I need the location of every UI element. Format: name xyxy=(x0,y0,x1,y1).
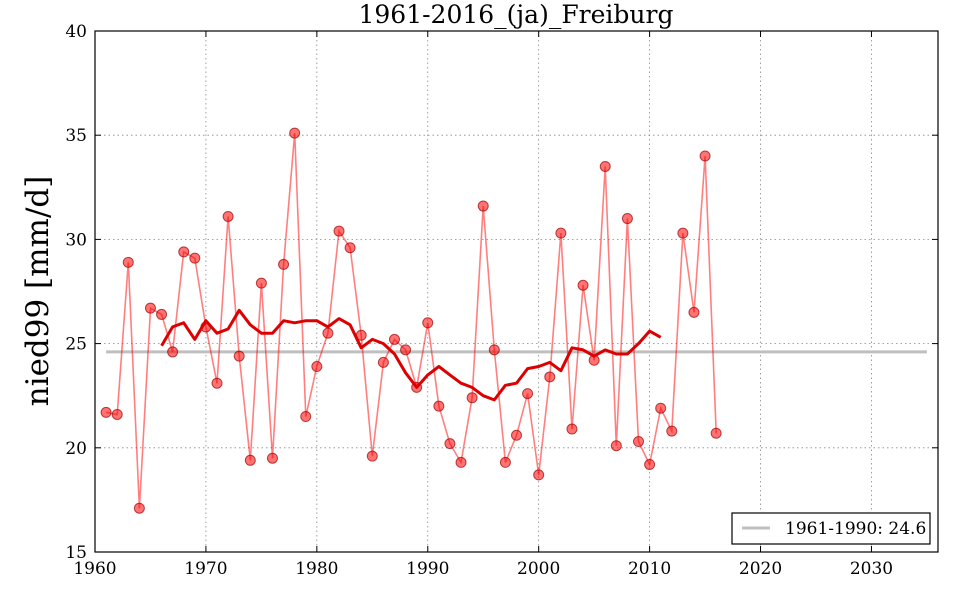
annual-value-point xyxy=(511,429,522,441)
y-tick-label: 40 xyxy=(65,22,87,42)
annual-value-point xyxy=(266,452,278,464)
annual-value-point xyxy=(455,456,467,468)
plot-area-frame xyxy=(94,30,939,553)
annual-value-point xyxy=(433,400,445,412)
annual-value-point xyxy=(621,213,633,225)
chart-title: 1961-2016_(ja)_Freiburg xyxy=(358,0,673,29)
running-mean-line xyxy=(160,308,662,402)
annual-value-point xyxy=(522,388,534,400)
annual-value-point xyxy=(289,127,301,139)
annual-value-point xyxy=(388,333,400,345)
annual-value-point xyxy=(699,150,711,162)
annual-value-point xyxy=(167,346,179,358)
annual-value-point xyxy=(599,160,611,172)
annual-value-point xyxy=(178,246,190,258)
x-tick-label: 2020 xyxy=(739,559,782,579)
annual-value-point xyxy=(677,227,689,239)
annual-value-point xyxy=(100,406,112,418)
annual-value-point xyxy=(278,258,290,270)
annual-value-point xyxy=(300,411,312,423)
annual-value-point xyxy=(533,469,545,481)
x-tick-label: 1990 xyxy=(406,559,449,579)
annual-value-point xyxy=(156,308,168,320)
annual-value-point xyxy=(566,423,578,435)
annual-value-point xyxy=(555,227,567,239)
legend: 1961-1990: 24.6 xyxy=(731,512,931,545)
annual-value-point xyxy=(655,402,667,414)
axis-ticks: 1960 1970 1980 1990 2000 2010 2020 2030 15 20 25 30… xyxy=(65,22,938,579)
annual-value-point xyxy=(222,210,234,222)
annual-value-point xyxy=(477,200,489,212)
annual-value-point xyxy=(499,456,511,468)
annual-value-point xyxy=(610,440,622,452)
x-tick-label: 1960 xyxy=(73,559,116,579)
x-tick-label: 2030 xyxy=(850,559,893,579)
x-tick-label: 1970 xyxy=(184,559,227,579)
annual-value-point xyxy=(366,450,378,462)
x-tick-label: 2010 xyxy=(628,559,671,579)
annual-value-point xyxy=(544,371,556,383)
x-tick-label: 2000 xyxy=(517,559,560,579)
series-layer xyxy=(100,127,927,514)
annual-value-point xyxy=(666,425,678,437)
annual-value-point xyxy=(122,256,134,268)
annual-value-point xyxy=(189,252,201,264)
annual-value-point xyxy=(633,436,645,448)
annual-value-point xyxy=(344,242,356,254)
annual-value-point xyxy=(255,277,267,289)
legend-label: 1961-1990: 24.6 xyxy=(785,519,926,539)
annual-value-point xyxy=(244,454,256,466)
annual-value-point xyxy=(466,392,478,404)
y-tick-label: 20 xyxy=(65,439,87,459)
annual-value-point xyxy=(144,302,156,314)
grid xyxy=(95,31,938,552)
annual-value-point xyxy=(377,356,389,368)
y-tick-label: 25 xyxy=(65,335,87,355)
annual-values-line xyxy=(105,133,717,509)
annual-value-point xyxy=(311,361,323,373)
annual-value-point xyxy=(400,344,412,356)
annual-value-point xyxy=(644,458,656,470)
annual-value-point xyxy=(211,377,223,389)
annual-value-point xyxy=(422,317,434,329)
y-tick-label: 30 xyxy=(65,230,87,250)
annual-value-point xyxy=(111,408,123,420)
annual-value-point xyxy=(333,225,345,237)
annual-value-point xyxy=(233,350,245,362)
y-tick-label: 15 xyxy=(65,543,87,563)
annual-value-point xyxy=(322,327,334,339)
annual-value-point xyxy=(710,427,722,439)
x-tick-label: 1980 xyxy=(295,559,338,579)
annual-value-point xyxy=(577,279,589,291)
annual-value-point xyxy=(688,306,700,318)
annual-value-point xyxy=(133,502,145,514)
y-axis-title: nied99 [mm/d] xyxy=(20,176,56,407)
y-tick-label: 35 xyxy=(65,126,87,146)
annual-value-point xyxy=(488,344,500,356)
annual-value-point xyxy=(444,438,456,450)
